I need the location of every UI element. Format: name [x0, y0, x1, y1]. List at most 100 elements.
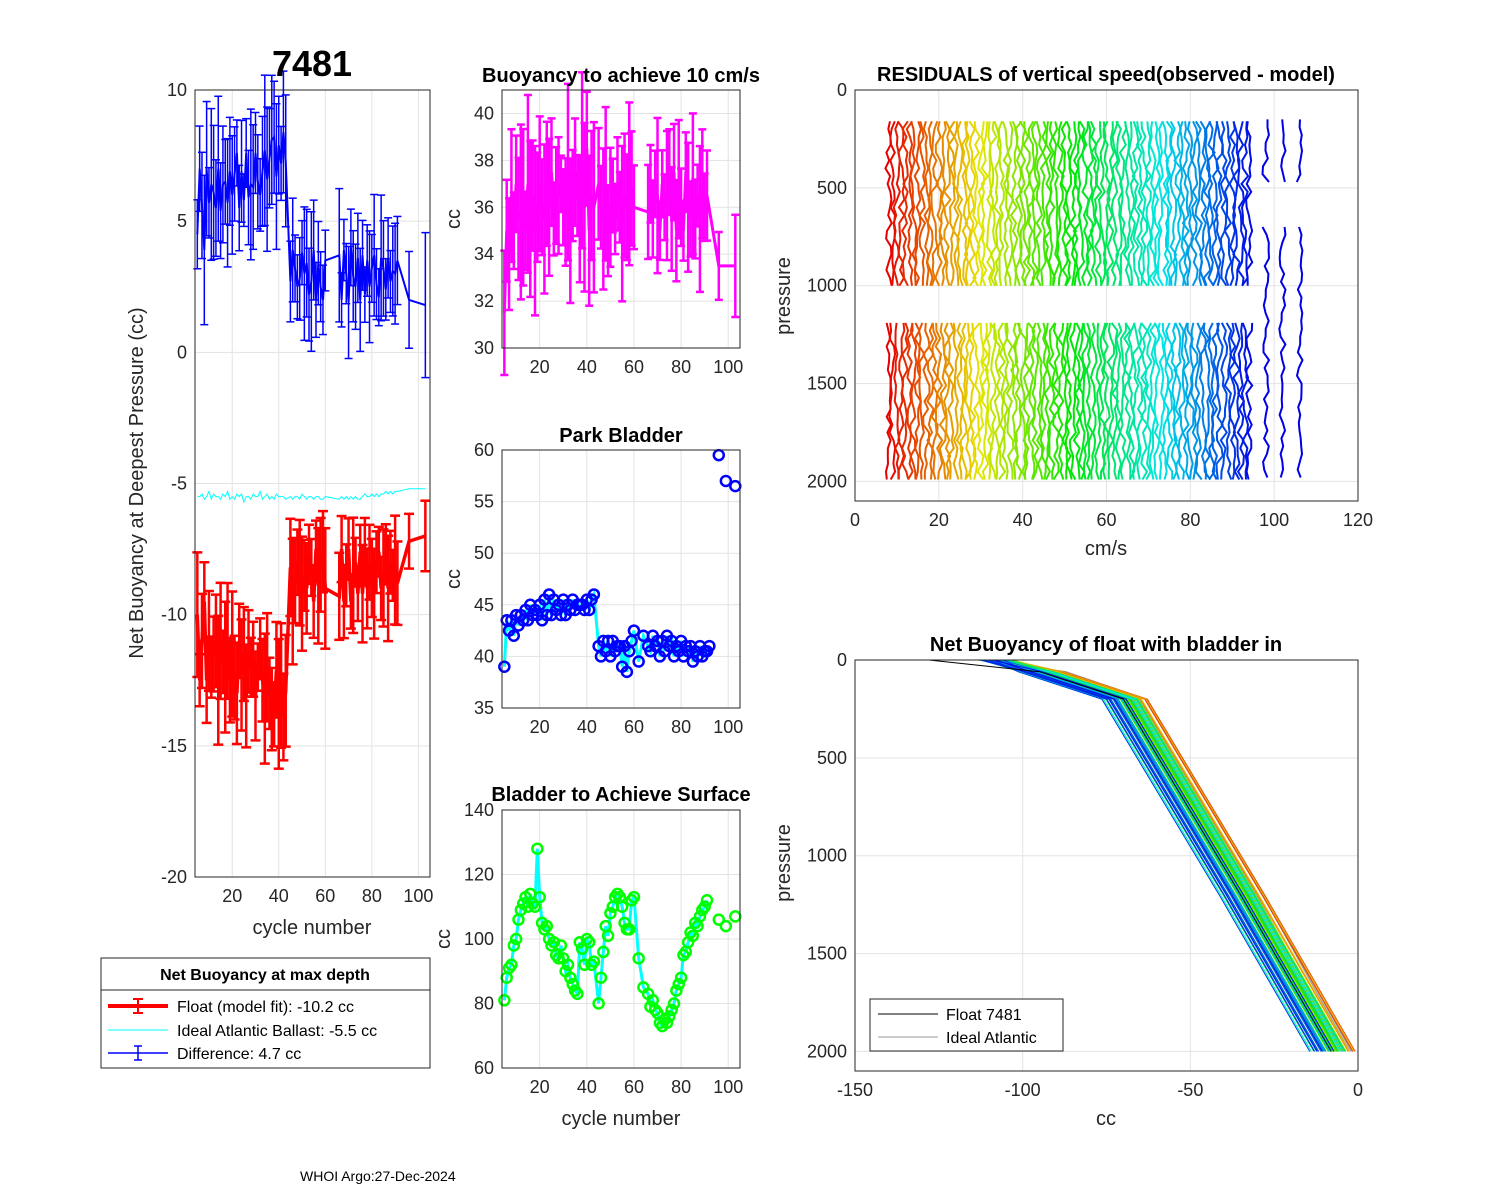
residual-profile	[905, 120, 914, 286]
residual-profile	[1245, 121, 1254, 286]
buoy-xtick-label: 100	[713, 357, 743, 377]
footer-label: WHOI Argo:27-Dec-2024	[300, 1168, 456, 1184]
residuals-title: RESIDUALS of vertical speed(observed - m…	[877, 64, 1335, 86]
float-profile-line	[1011, 659, 1347, 1052]
buoy-ylabel: cc	[443, 209, 465, 229]
surface-ylabel: cc	[433, 929, 455, 949]
nb-ytick-label: 1500	[807, 944, 847, 964]
residual-profile	[1139, 322, 1149, 480]
park-point	[587, 588, 601, 601]
park-ytick-label: 60	[474, 440, 494, 460]
residual-profile	[980, 322, 990, 480]
residual-profile	[1202, 322, 1212, 481]
residual-profile	[968, 322, 977, 480]
surface-point	[531, 842, 544, 855]
float-series-line	[195, 534, 426, 718]
nb-xtick-label: -100	[1005, 1080, 1041, 1100]
park-point	[601, 634, 615, 648]
surface-ytick-label: 60	[474, 1058, 494, 1078]
residuals-ylabel: pressure	[773, 257, 795, 335]
residual-profile	[1232, 322, 1241, 480]
residual-profile	[930, 322, 939, 480]
park-xtick-label: 80	[671, 717, 691, 737]
residual-profile	[1153, 322, 1161, 480]
surface-point	[719, 919, 733, 933]
residual-profile	[1223, 121, 1233, 287]
main-xtick-label: 60	[315, 886, 335, 906]
residual-profile	[930, 120, 940, 287]
legend-main-title: Net Buoyancy at max depth	[160, 967, 370, 984]
surface-point	[575, 942, 589, 955]
surface-point	[660, 1016, 674, 1030]
residual-profile	[1190, 120, 1199, 287]
park-axes-box	[501, 449, 741, 709]
surface-point	[601, 929, 615, 943]
residual-profile	[892, 120, 901, 286]
park-point	[719, 474, 733, 488]
main-title: 7481	[272, 43, 352, 84]
park-ytick-label: 55	[474, 492, 494, 512]
surface-point	[663, 1010, 676, 1023]
legend-label-difference: Difference: 4.7 cc	[177, 1046, 301, 1063]
surface-point	[672, 977, 685, 991]
residual-profile	[1072, 322, 1082, 480]
surface-point	[509, 932, 523, 946]
residual-profile	[1068, 322, 1078, 480]
residual-profile	[1009, 120, 1019, 286]
residual-profile	[1118, 121, 1128, 286]
residual-profile	[1219, 322, 1229, 480]
park-point	[627, 624, 641, 637]
residual-profile	[993, 322, 1001, 480]
residual-profile	[1173, 120, 1183, 286]
residual-profile	[1232, 121, 1241, 286]
buoy-ytick-label: 38	[474, 150, 494, 170]
residual-profile	[1089, 322, 1098, 480]
panel-buoyancy: 20 40 60 80 100 40 38 36 34 32 30 Buoyancy to achi…	[443, 65, 760, 377]
surface-point	[670, 984, 683, 997]
residual-profile	[1198, 322, 1208, 480]
residual-profile	[1143, 121, 1153, 286]
surface-point	[528, 900, 542, 913]
surface-ticks: 20 40 60 80 100 140 120 100 80 60	[464, 800, 743, 1097]
residual-profile	[1164, 120, 1174, 286]
surface-point	[594, 971, 608, 984]
residual-profile	[1081, 322, 1090, 480]
surface-point	[561, 958, 575, 972]
residual-profile	[1035, 121, 1044, 287]
surface-point	[627, 890, 641, 904]
float-profile-line	[1010, 659, 1355, 1052]
residual-profile	[1178, 120, 1186, 286]
main-ytick-label: 5	[177, 211, 187, 231]
buoy-xtick-label: 60	[624, 357, 644, 377]
residual-profile	[976, 322, 985, 481]
residual-profile	[972, 121, 981, 287]
residuals-ticks: 0 20 40 60 80 100 120 0 500 1000 1500 2000	[807, 80, 1373, 530]
residual-profile	[1156, 120, 1164, 287]
legend-nb-box	[869, 998, 1064, 1052]
surface-series	[498, 842, 742, 1033]
residual-profile	[1131, 322, 1141, 480]
nb-ytick-label: 0	[837, 650, 847, 670]
surface-point	[498, 994, 511, 1007]
legend-entry-float: Float (model fit): -10.2 cc	[108, 998, 354, 1016]
park-ytick-label: 40	[474, 646, 494, 666]
residual-profile	[1245, 322, 1254, 480]
surface-point	[604, 906, 617, 920]
residual-profile	[976, 121, 986, 286]
buoy-xtick-label: 40	[577, 357, 597, 377]
residual-profile	[1161, 120, 1170, 286]
surface-point	[566, 977, 579, 991]
nb-ytick-label: 1000	[807, 846, 847, 866]
surface-point	[622, 923, 636, 936]
float-profile-line	[982, 659, 1318, 1052]
residual-profile	[1085, 322, 1094, 480]
buoy-xtick-label: 20	[530, 357, 550, 377]
park-series	[498, 448, 742, 679]
surface-point	[564, 971, 577, 984]
residuals-xtick-label: 20	[929, 510, 949, 530]
residual-profile	[952, 322, 960, 480]
ideal-series-line	[197, 488, 426, 504]
residual-profile	[1106, 322, 1116, 480]
park-point	[498, 660, 511, 673]
